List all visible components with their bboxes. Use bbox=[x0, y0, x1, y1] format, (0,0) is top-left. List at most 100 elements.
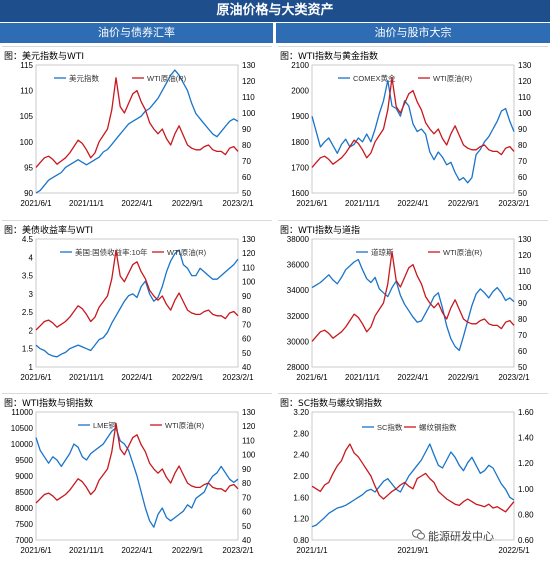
y-tick-label: 1900 bbox=[291, 112, 309, 121]
series-line bbox=[35, 69, 239, 194]
y-tick-label: 7000 bbox=[15, 536, 33, 545]
page-header: 原油价格与大类资产 bbox=[0, 0, 550, 22]
y-tick-label: 0.80 bbox=[293, 536, 309, 545]
y2-tick-label: 120 bbox=[518, 251, 532, 260]
plot-frame bbox=[311, 238, 515, 368]
y-tick-label: 2 bbox=[29, 326, 34, 335]
y2-tick-label: 60 bbox=[518, 347, 527, 356]
y2-tick-label: 1.60 bbox=[518, 408, 534, 417]
y2-tick-label: 40 bbox=[242, 536, 251, 545]
series-line bbox=[35, 249, 239, 331]
x-tick-label: 2021/6/1 bbox=[296, 199, 328, 208]
y-tick-label: 105 bbox=[20, 112, 34, 121]
y2-tick-label: 70 bbox=[242, 493, 251, 502]
y2-tick-label: 90 bbox=[242, 465, 251, 474]
y2-tick-label: 110 bbox=[242, 93, 255, 102]
series-line bbox=[311, 79, 515, 184]
chart-svg: 28000 30000 32000 34000 36000 38000 50 60 70 80 90… bbox=[287, 235, 532, 382]
y-tick-label: 38000 bbox=[287, 235, 310, 244]
x-tick-label: 2021/11/1 bbox=[69, 546, 105, 555]
y2-tick-label: 90 bbox=[242, 125, 251, 134]
x-tick-label: 2021/11/1 bbox=[345, 199, 381, 208]
chart-svg: 1 1.5 2 2.5 3 3.5 4 4.5 40 50 60 70 80 90 100 110 120 130… bbox=[20, 235, 256, 382]
series-line bbox=[311, 251, 515, 342]
plot-frame bbox=[35, 64, 239, 194]
y2-tick-label: 130 bbox=[242, 408, 256, 417]
y2-tick-label: 130 bbox=[242, 61, 256, 70]
y2-tick-label: 90 bbox=[242, 292, 251, 301]
x-tick-label: 2021/9/1 bbox=[397, 546, 429, 555]
y-tick-label: 3.5 bbox=[22, 272, 34, 281]
series-line bbox=[311, 443, 515, 513]
y2-tick-label: 60 bbox=[242, 173, 251, 182]
chart-svg: 90 95 100 105 110 115 50 60 70 80 90 100 110 120 130 20… bbox=[20, 61, 256, 208]
chart-panel-wti-dow: 图：WTI指数与道指 28000 30000 32000 34000 36000 3800… bbox=[278, 220, 548, 391]
y2-tick-label: 80 bbox=[242, 141, 251, 150]
y2-tick-label: 70 bbox=[242, 320, 251, 329]
y2-tick-label: 110 bbox=[518, 267, 531, 276]
y-tick-label: 95 bbox=[24, 163, 33, 172]
chart-svg: 0.80 1.20 1.60 2.00 2.40 2.80 3.20 0.60 0.80 1.00… bbox=[293, 408, 534, 555]
y2-tick-label: 130 bbox=[518, 235, 532, 244]
y-tick-label: 2.00 bbox=[293, 472, 309, 481]
chart-panel-usd-wti: 图：美元指数与WTI 90 95 100 105 110 115 50 60 70 80 90 100… bbox=[2, 46, 272, 217]
y-tick-label: 90 bbox=[24, 189, 33, 198]
y2-tick-label: 1.20 bbox=[518, 459, 534, 468]
x-tick-label: 2022/4/1 bbox=[121, 373, 153, 382]
legend-label: LME铜 bbox=[93, 420, 116, 430]
chart-title: 图：美债收益率与WTI bbox=[4, 226, 94, 236]
y-tick-label: 10000 bbox=[11, 440, 34, 449]
y-tick-label: 1.5 bbox=[22, 345, 34, 354]
legend-label: WTI原油(R) bbox=[147, 73, 187, 83]
y2-tick-label: 60 bbox=[518, 173, 527, 182]
y2-tick-label: 60 bbox=[242, 508, 251, 517]
y2-tick-label: 60 bbox=[242, 335, 251, 344]
y-tick-label: 9000 bbox=[15, 472, 33, 481]
legend-label: SC指数 bbox=[377, 422, 403, 432]
x-tick-label: 2022/4/1 bbox=[121, 199, 153, 208]
x-tick-label: 2023/2/1 bbox=[498, 373, 530, 382]
x-tick-label: 2021/6/1 bbox=[20, 199, 52, 208]
y2-tick-label: 100 bbox=[242, 109, 256, 118]
x-tick-label: 2022/9/1 bbox=[172, 199, 204, 208]
y-tick-label: 2.40 bbox=[293, 451, 309, 460]
x-tick-label: 2022/4/1 bbox=[121, 546, 153, 555]
y-tick-label: 36000 bbox=[287, 261, 310, 270]
y2-tick-label: 120 bbox=[518, 77, 532, 86]
y-tick-label: 1800 bbox=[291, 138, 309, 147]
chart-title: 图：WTI指数与铜指数 bbox=[4, 399, 94, 409]
x-tick-label: 2022/5/1 bbox=[498, 546, 530, 555]
y-tick-label: 2.5 bbox=[22, 308, 34, 317]
legend-label: WTI原油(R) bbox=[443, 247, 483, 257]
chart-panel-wti-copper: 图：WTI指数与铜指数 7000 7500 8000 8500 9000 9500 1000… bbox=[2, 393, 272, 564]
y2-tick-label: 80 bbox=[242, 479, 251, 488]
legend-label: COMEX黄金 bbox=[353, 73, 396, 83]
y2-tick-label: 110 bbox=[242, 263, 255, 272]
legend-label: WTI原油(R) bbox=[167, 247, 207, 257]
plot-frame bbox=[311, 64, 515, 194]
chart-svg: 7000 7500 8000 8500 9000 9500 10000 10500 11000 4… bbox=[11, 408, 256, 555]
y2-tick-label: 50 bbox=[518, 363, 527, 372]
series-line bbox=[35, 77, 239, 168]
series-line bbox=[311, 77, 515, 168]
y-tick-label: 10500 bbox=[11, 424, 34, 433]
x-tick-label: 2022/9/1 bbox=[448, 373, 480, 382]
y2-tick-label: 70 bbox=[242, 157, 251, 166]
y-tick-label: 110 bbox=[20, 87, 33, 96]
series-line bbox=[35, 249, 239, 358]
y2-tick-label: 50 bbox=[242, 189, 251, 198]
plot-frame bbox=[311, 411, 515, 541]
y2-tick-label: 50 bbox=[242, 349, 251, 358]
legend-label: 美元指数 bbox=[69, 73, 99, 83]
y-tick-label: 2000 bbox=[291, 87, 309, 96]
series-line bbox=[35, 427, 239, 528]
x-tick-label: 2021/6/1 bbox=[296, 373, 328, 382]
y-tick-label: 7500 bbox=[15, 520, 33, 529]
chart-svg: 1600 1700 1800 1900 2000 2100 50 60 70 80 90 100 110… bbox=[291, 61, 532, 208]
series-line bbox=[311, 443, 515, 528]
y2-tick-label: 120 bbox=[242, 249, 256, 258]
y-tick-label: 1.20 bbox=[293, 515, 309, 524]
y2-tick-label: 1.00 bbox=[518, 485, 534, 494]
column-header-left: 油价与债券汇率 bbox=[0, 23, 273, 43]
y2-tick-label: 90 bbox=[518, 125, 527, 134]
